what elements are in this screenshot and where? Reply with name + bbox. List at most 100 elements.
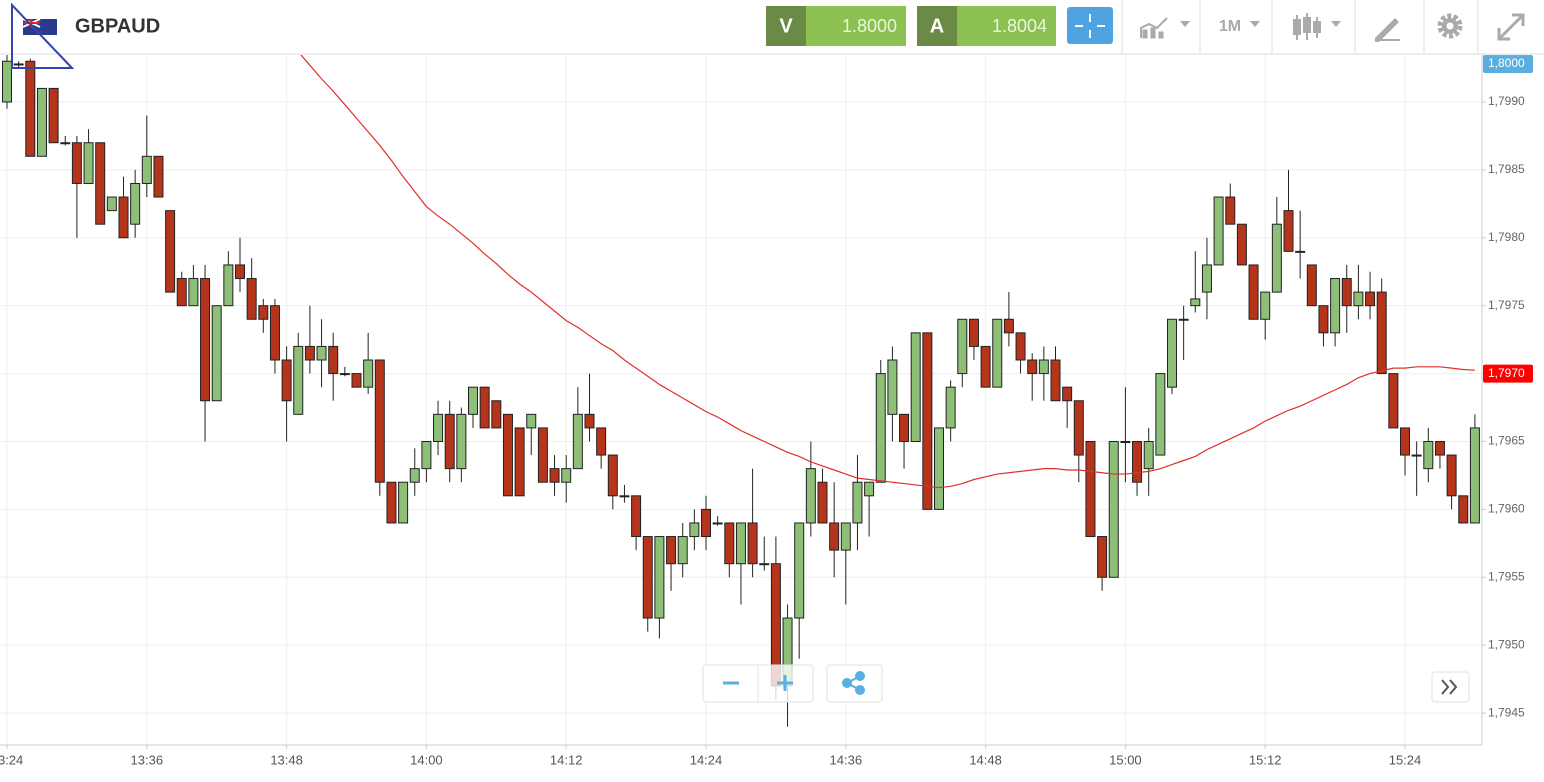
candle-body <box>1318 305 1329 334</box>
candle-body <box>1469 427 1480 524</box>
share-button[interactable] <box>842 671 865 695</box>
moving-average <box>300 55 1475 489</box>
candle-body <box>1376 291 1387 375</box>
candle-body <box>701 508 711 538</box>
candle-body <box>1073 400 1084 456</box>
toolbar-separators <box>1121 0 1479 54</box>
candle-body <box>1283 210 1294 252</box>
candle-body <box>1341 278 1352 307</box>
scroll-end-button[interactable] <box>1431 671 1470 703</box>
candle-body <box>829 522 840 551</box>
candle-body <box>1306 264 1317 307</box>
candle-body <box>1400 427 1410 456</box>
fullscreen-button[interactable] <box>1497 13 1525 41</box>
candle-body <box>1365 291 1376 307</box>
candle-body <box>572 413 583 470</box>
y-tick-label: 1,7945 <box>1488 705 1525 719</box>
candle-body <box>899 413 910 442</box>
candle-body <box>934 427 944 510</box>
bid-label: V <box>779 15 793 37</box>
candle-body <box>1248 264 1259 320</box>
candle-body <box>281 359 292 402</box>
interval-button[interactable]: 1M <box>1219 18 1260 35</box>
candle-body <box>2 60 12 103</box>
candle-body <box>1446 454 1457 497</box>
candle-body <box>398 481 409 524</box>
candle-body <box>794 522 805 619</box>
candle-body <box>596 427 607 456</box>
candle-body <box>735 522 746 565</box>
candle-body <box>1038 359 1049 375</box>
candle-body <box>1050 359 1061 402</box>
candle-body <box>1027 359 1038 375</box>
candle-body <box>1178 318 1189 321</box>
candle-body <box>71 142 82 184</box>
candle-body <box>269 305 280 361</box>
candle-body <box>642 536 653 619</box>
y-tick-label: 1,7975 <box>1488 298 1525 312</box>
x-tick-label: 15:12 <box>1249 752 1282 767</box>
x-tick-label: 13:36 <box>131 752 164 767</box>
candle-body <box>689 522 700 538</box>
candle-body <box>712 522 723 525</box>
candle-body <box>1132 440 1143 483</box>
candle-body <box>537 427 548 483</box>
x-tick-label: 14:36 <box>830 752 863 767</box>
candle-body <box>1411 454 1422 457</box>
candle-body <box>805 468 816 524</box>
chart-type-button[interactable] <box>1293 13 1341 40</box>
candle-body <box>724 522 735 565</box>
candle-body <box>386 481 397 524</box>
candle-body <box>631 495 642 538</box>
candle-body <box>25 60 36 157</box>
x-tick-label: 13:48 <box>270 752 303 767</box>
candle-body <box>176 278 187 307</box>
candle-body <box>514 427 525 497</box>
candle-body <box>607 454 618 497</box>
y-tick-label: 1,7965 <box>1488 434 1525 448</box>
candle-body <box>1271 223 1282 293</box>
candle-body <box>526 413 537 429</box>
candle-body <box>165 210 176 293</box>
ask-tag[interactable] <box>917 6 957 46</box>
ask-box[interactable] <box>957 6 1056 46</box>
candle-body <box>875 373 886 483</box>
y-tick-label: 1,7980 <box>1488 230 1525 244</box>
interval[interactable]: 1M <box>1219 18 1241 35</box>
bid-box[interactable] <box>806 6 906 46</box>
candle-body <box>95 142 106 225</box>
x-tick-label: 13:24 <box>0 752 23 767</box>
candle-body <box>992 318 1003 388</box>
candle-body <box>502 413 513 497</box>
candle-body <box>1434 440 1445 456</box>
symbol: GBPAUD <box>75 15 160 37</box>
candle-body <box>1201 264 1212 293</box>
indicator-button[interactable] <box>1140 17 1190 39</box>
candle-body <box>491 400 502 429</box>
candle-body <box>817 481 828 524</box>
candle-body <box>246 278 257 320</box>
candle-body <box>887 359 898 415</box>
candle-body <box>1062 386 1073 402</box>
candle-body <box>106 196 117 212</box>
candle-body <box>1458 495 1469 524</box>
price-label-box <box>1483 364 1533 383</box>
zoom-in[interactable] <box>777 675 793 691</box>
y-tick-label: 1,7960 <box>1488 502 1525 516</box>
candle-body <box>957 318 968 375</box>
candle-body <box>479 386 490 429</box>
candle-body <box>584 413 595 429</box>
settings-button[interactable] <box>1437 13 1463 39</box>
zoom-controls <box>702 664 883 703</box>
candle-body <box>1143 440 1154 470</box>
candle-body <box>421 440 432 470</box>
crosshair-button[interactable] <box>1067 7 1113 44</box>
candle-body <box>363 359 374 388</box>
price-label: 1,7970 <box>1488 366 1525 380</box>
candle-body <box>1003 318 1014 334</box>
draw-button[interactable] <box>1375 18 1400 42</box>
candle-body <box>223 264 234 307</box>
candle-body <box>852 481 863 524</box>
bid-tag[interactable] <box>766 6 806 46</box>
